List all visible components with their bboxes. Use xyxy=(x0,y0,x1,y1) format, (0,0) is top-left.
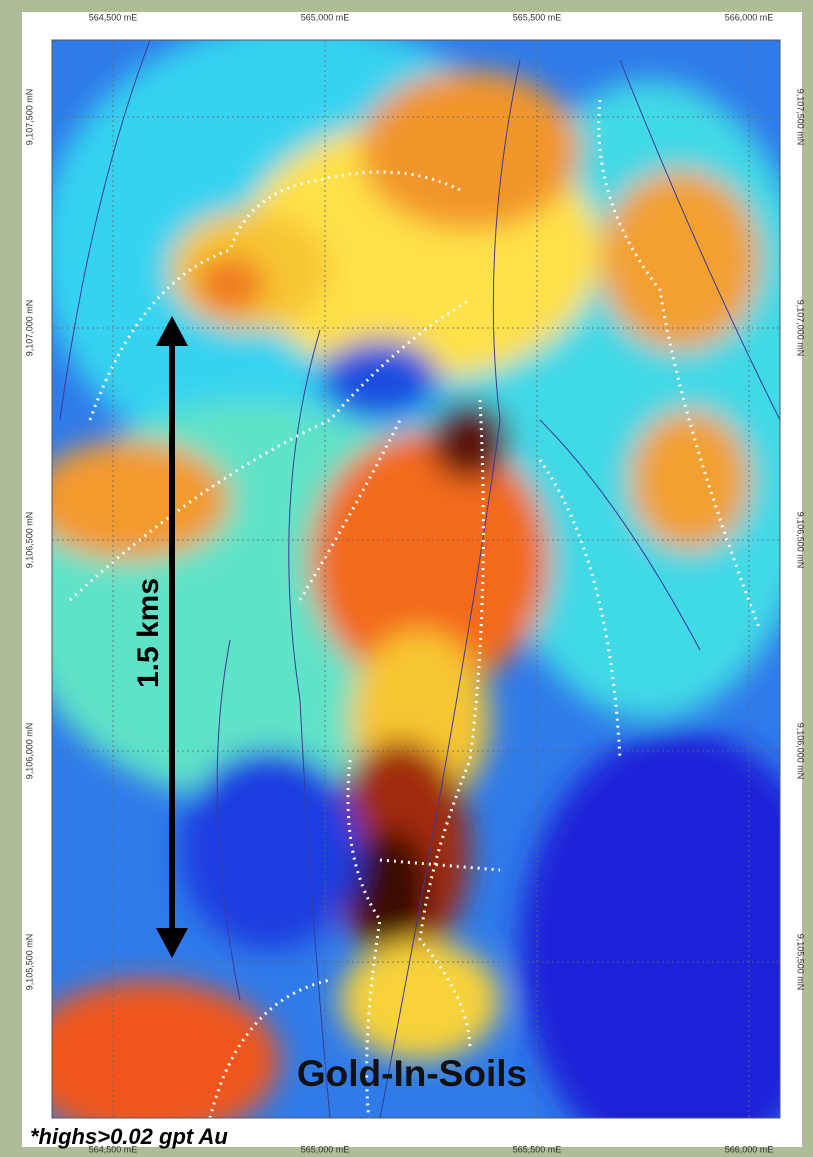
easting-label: 565,000 mE xyxy=(301,12,350,22)
northing-label: 9,106,000 mN xyxy=(24,723,34,780)
easting-label: 566,000 mE xyxy=(725,12,774,22)
northing-label: 9,107,000 mN xyxy=(24,300,34,357)
easting-label: 565,000 mE xyxy=(301,1144,350,1154)
northing-label: 9,105,500 mN xyxy=(796,934,806,991)
northing-label: 9,106,500 mN xyxy=(24,512,34,569)
easting-label: 564,500 mE xyxy=(89,12,138,22)
northing-label: 9,106,000 mN xyxy=(796,723,806,780)
footnote: *highs>0.02 gpt Au xyxy=(30,1124,228,1149)
easting-label: 566,000 mE xyxy=(725,1144,774,1154)
northing-label: 9,107,500 mN xyxy=(24,89,34,146)
easting-label: 565,500 mE xyxy=(513,1144,562,1154)
map-title: Gold-In-Soils xyxy=(297,1053,527,1094)
northing-label: 9,107,500 mN xyxy=(796,89,806,146)
scale-label: 1.5 kms xyxy=(132,578,165,688)
northing-label: 9,106,500 mN xyxy=(796,512,806,569)
northing-label: 9,105,500 mN xyxy=(24,934,34,991)
northing-label: 9,107,000 mN xyxy=(796,300,806,357)
map-view: 564,500 mE564,500 mE565,000 mE565,000 mE… xyxy=(0,0,813,1157)
easting-label: 565,500 mE xyxy=(513,12,562,22)
